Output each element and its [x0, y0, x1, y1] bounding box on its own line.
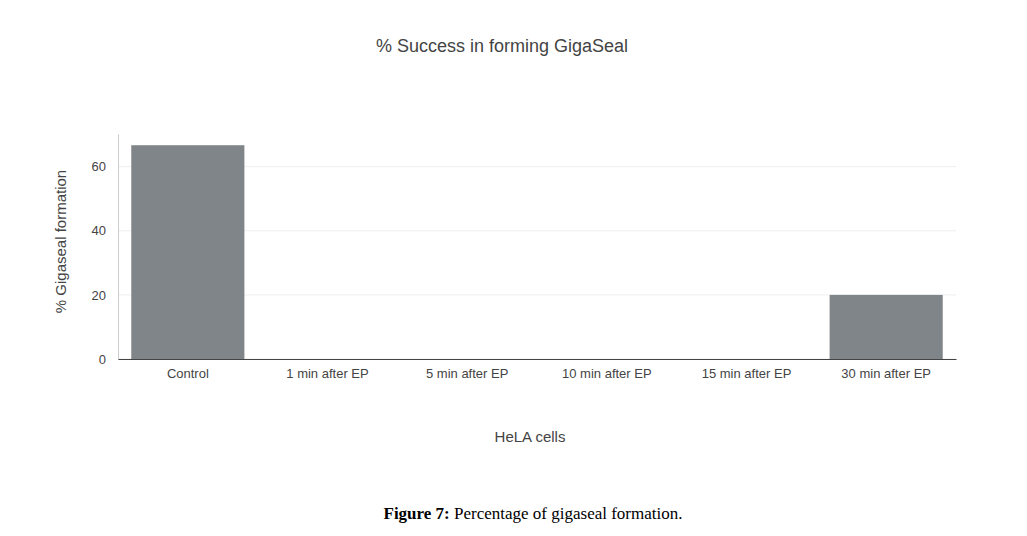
y-axis-line — [118, 135, 119, 360]
x-tick: 15 min after EP — [702, 359, 792, 381]
x-tick: 30 min after EP — [841, 359, 931, 381]
x-axis: Control 1 min after EP 5 min after EP 10 mi… — [119, 359, 957, 381]
x-tick: 1 min after EP — [286, 359, 368, 381]
y-tick: 40 — [92, 223, 118, 238]
x-tick-label: 5 min after EP — [426, 366, 508, 381]
y-tick-label: 60 — [92, 159, 106, 174]
y-tick: 20 — [92, 288, 118, 303]
title: % Success in forming GigaSeal — [376, 36, 628, 56]
y-axis: 0 20 40 60 — [92, 135, 119, 367]
y-tick-label: 0 — [99, 352, 106, 367]
x-tick-label: Control — [167, 366, 209, 381]
x-tick-label: 30 min after EP — [841, 366, 931, 381]
y-tick: 60 — [92, 159, 118, 174]
chart: 0 20 40 60 Control 1 min after EP 5 min after … — [0, 0, 1027, 536]
plot-area: 0 20 40 60 Control 1 min after EP 5 min after … — [92, 135, 957, 382]
bar — [830, 295, 943, 359]
x-axis-title: HeLA cells — [495, 428, 566, 445]
x-tick: 10 min after EP — [562, 359, 652, 381]
y-axis-title: % Gigaseal formation — [52, 170, 69, 313]
bar — [131, 145, 244, 359]
x-axis-line — [119, 359, 957, 360]
x-tick-label: 15 min after EP — [702, 366, 792, 381]
bars — [131, 145, 942, 359]
x-tick-label: 10 min after EP — [562, 366, 652, 381]
x-tick: Control — [167, 359, 209, 381]
x-tick-label: 1 min after EP — [286, 366, 368, 381]
y-tick-label: 20 — [92, 288, 106, 303]
y-tick: 0 — [99, 352, 118, 367]
x-tick: 5 min after EP — [426, 359, 508, 381]
y-tick-label: 40 — [92, 223, 106, 238]
caption: Figure 7: Percentage of gigaseal formati… — [384, 504, 683, 523]
